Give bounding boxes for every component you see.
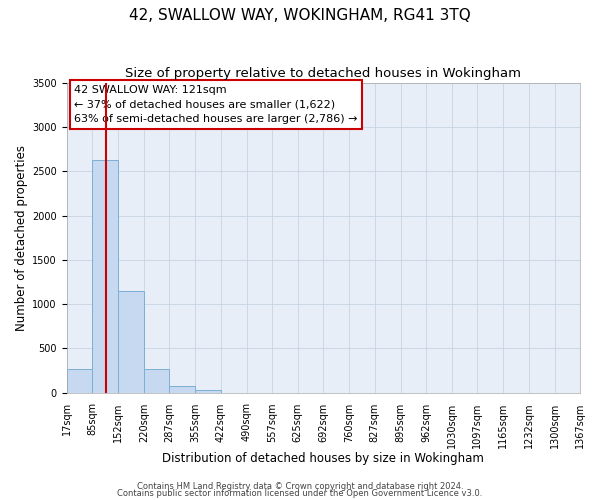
Bar: [118, 291, 144, 392]
Y-axis label: Number of detached properties: Number of detached properties: [15, 145, 28, 331]
Bar: [195, 390, 221, 392]
Bar: [67, 368, 92, 392]
Text: 42, SWALLOW WAY, WOKINGHAM, RG41 3TQ: 42, SWALLOW WAY, WOKINGHAM, RG41 3TQ: [129, 8, 471, 22]
Bar: [144, 368, 169, 392]
Bar: [169, 386, 195, 392]
Title: Size of property relative to detached houses in Wokingham: Size of property relative to detached ho…: [125, 68, 521, 80]
X-axis label: Distribution of detached houses by size in Wokingham: Distribution of detached houses by size …: [163, 452, 484, 465]
Text: Contains HM Land Registry data © Crown copyright and database right 2024.: Contains HM Land Registry data © Crown c…: [137, 482, 463, 491]
Text: Contains public sector information licensed under the Open Government Licence v3: Contains public sector information licen…: [118, 488, 482, 498]
Text: 42 SWALLOW WAY: 121sqm
← 37% of detached houses are smaller (1,622)
63% of semi-: 42 SWALLOW WAY: 121sqm ← 37% of detached…: [74, 84, 358, 124]
Bar: [92, 160, 118, 392]
